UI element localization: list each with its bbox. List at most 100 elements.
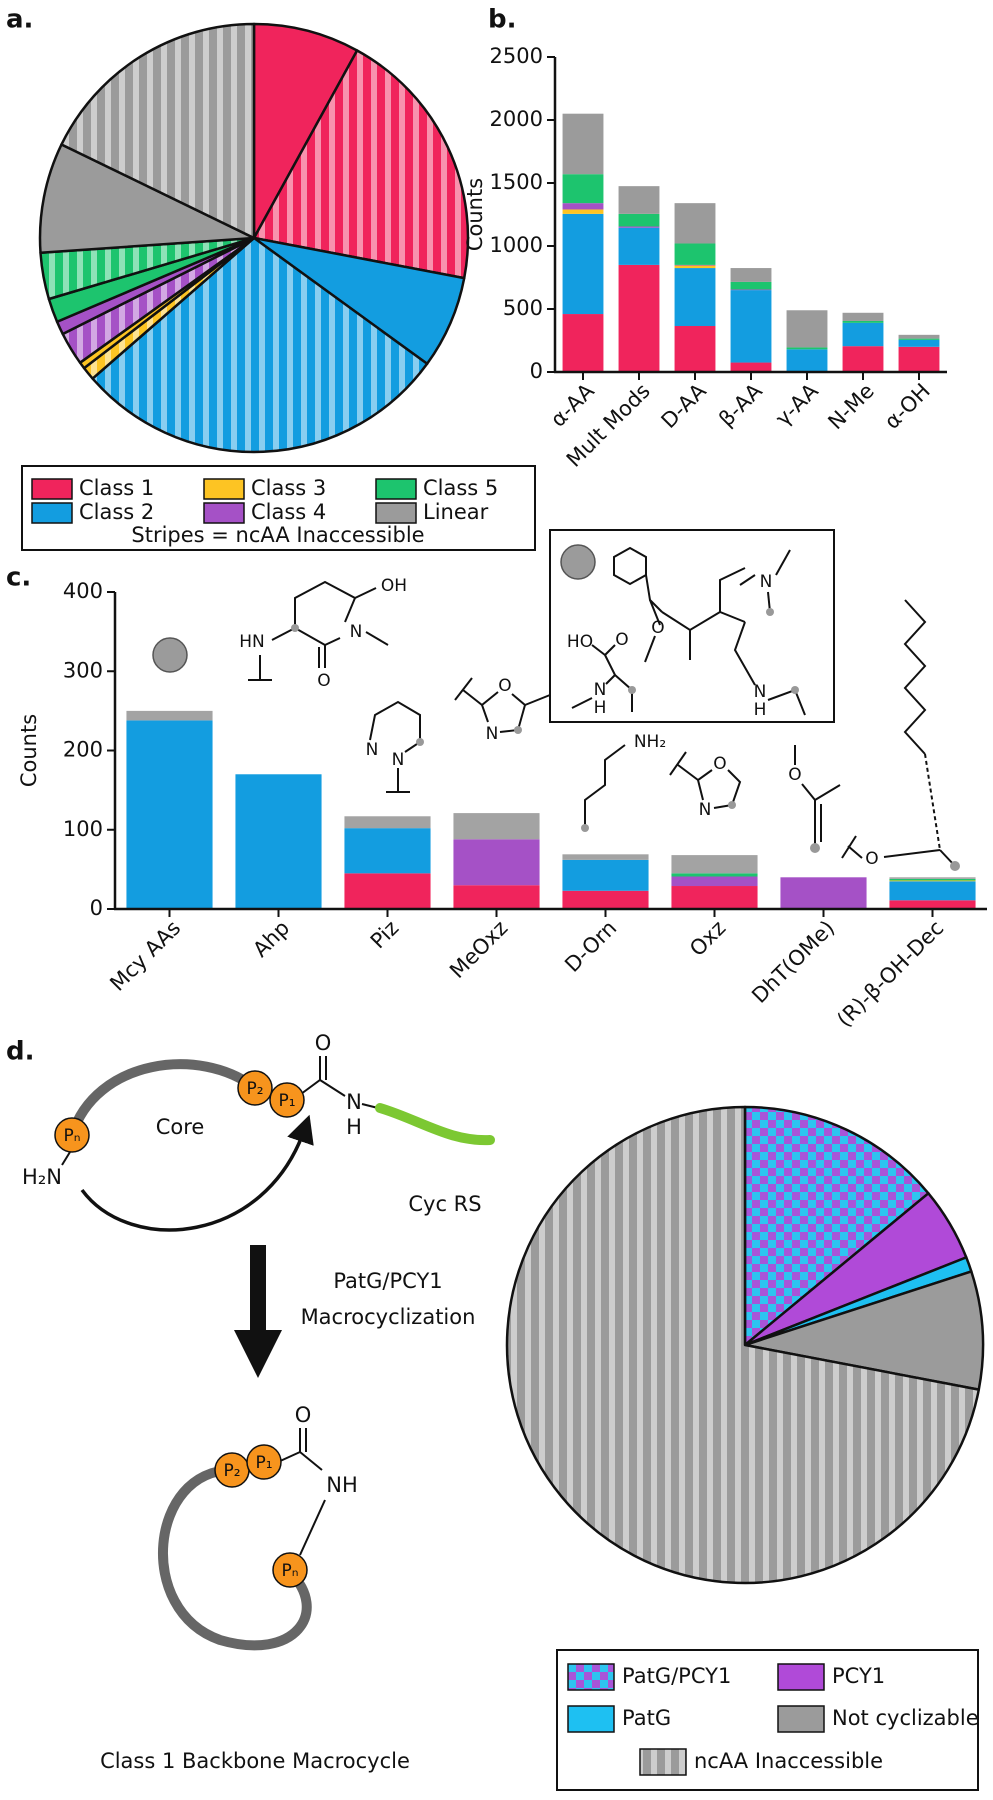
x-tick-label: MeOxz [445, 916, 512, 983]
dht-structure: O [788, 745, 841, 853]
y-tick-label: 200 [63, 738, 103, 762]
bond [696, 769, 713, 801]
structures: HN O N OH N N O N NH₂ [152, 529, 960, 871]
bond [480, 691, 499, 723]
bar-segment [562, 314, 604, 372]
atom-dot [581, 824, 589, 832]
residue [54, 1117, 90, 1153]
bond [605, 674, 616, 685]
bar-segment [562, 174, 604, 204]
residue-label: Pₙ [63, 1126, 80, 1146]
bar-segment [730, 289, 772, 291]
bar-segment [618, 227, 660, 265]
bar-segment [898, 346, 940, 372]
bond [571, 697, 593, 709]
y-tick-label: 100 [63, 817, 103, 841]
legend-swatch [375, 478, 417, 500]
y-tick-label: 2000 [490, 107, 543, 131]
core-chain [67, 1059, 260, 1140]
carbonyl-label: O [315, 1031, 332, 1055]
pie-slice [252, 22, 359, 240]
bar-segment [842, 320, 884, 323]
bar-segment [562, 113, 604, 175]
legend-swatch [31, 502, 73, 524]
amide-n-label: N [346, 1090, 362, 1114]
atom-dot [416, 738, 424, 746]
bond [613, 546, 647, 586]
oxz-structure: O N [669, 751, 742, 820]
x-tick-label: N-Me [823, 379, 878, 434]
bar-segment [674, 265, 716, 269]
bar-segment [344, 873, 431, 909]
bond [499, 693, 527, 733]
bond [669, 751, 687, 776]
y-tick-label: 300 [63, 658, 103, 682]
bond [719, 567, 746, 612]
atom-label: N [760, 572, 773, 592]
y-tick-label: 400 [63, 579, 103, 603]
legend-swatch [777, 1705, 825, 1733]
ahp-structure: HN O N OH [239, 576, 407, 691]
legend-swatch [639, 1748, 687, 1776]
bar-segment [453, 839, 540, 886]
bond [924, 753, 941, 851]
bond [713, 769, 742, 809]
bar-segment [671, 886, 758, 909]
bond [61, 1151, 71, 1166]
bar-segment [618, 213, 660, 227]
atom-label: N [594, 680, 607, 700]
bar-segment [671, 873, 758, 877]
atom-dot [291, 624, 299, 632]
atom-label: O [498, 676, 511, 696]
bond [604, 644, 616, 656]
legend-swatch [31, 478, 73, 500]
x-tick-label: Ahp [248, 916, 294, 962]
reaction-arrow-head [234, 1330, 282, 1378]
pie-slice [91, 236, 429, 454]
legend-label: Linear [423, 500, 489, 524]
mcy-marker [152, 637, 188, 673]
legend-label: Class 4 [251, 500, 326, 524]
bar-segment [898, 338, 940, 340]
bar-segment [730, 362, 772, 372]
atom-label: O [651, 618, 664, 638]
residue [269, 1082, 305, 1118]
bond [524, 694, 551, 706]
meoxz-structure: O N [454, 676, 551, 744]
bar-segment [730, 268, 772, 282]
bar-segment [786, 347, 828, 350]
y-axis-label: Counts [17, 714, 41, 787]
bar-segment [235, 774, 322, 909]
bond [841, 835, 857, 859]
bar-segment [730, 281, 772, 290]
bar-segment [562, 209, 604, 214]
legend-label: Not cyclizable [832, 1706, 979, 1730]
atom-label: N [754, 682, 767, 702]
atom-label: HO [567, 632, 593, 652]
legend-box [21, 465, 536, 551]
panel-label: a. [6, 5, 33, 35]
x-tick-label: Mcy AAs [105, 916, 185, 996]
bar-segment [344, 816, 431, 829]
bar-segment [618, 226, 660, 228]
bar-segment [898, 334, 940, 339]
residue-label: Pₙ [281, 1561, 298, 1581]
legend-swatch [567, 1663, 615, 1691]
legend-label: ncAA Inaccessible [694, 1749, 883, 1773]
residue [272, 1552, 308, 1588]
bar-segment [786, 310, 828, 348]
bar-segment [453, 813, 540, 840]
bar-segment [889, 880, 976, 882]
x-tick-label: γ-AA [771, 378, 823, 430]
atom-label: O [615, 630, 628, 650]
carbonyl-label: O [295, 1403, 312, 1427]
legend-label: Class 5 [423, 476, 498, 500]
bond [299, 1499, 326, 1556]
x-tick-label: α-OH [880, 379, 935, 434]
atom-label: N [366, 740, 379, 760]
legend-label: PCY1 [832, 1664, 885, 1688]
residue [237, 1070, 273, 1106]
bar-segment [126, 710, 213, 721]
legend-swatch [567, 1705, 615, 1733]
